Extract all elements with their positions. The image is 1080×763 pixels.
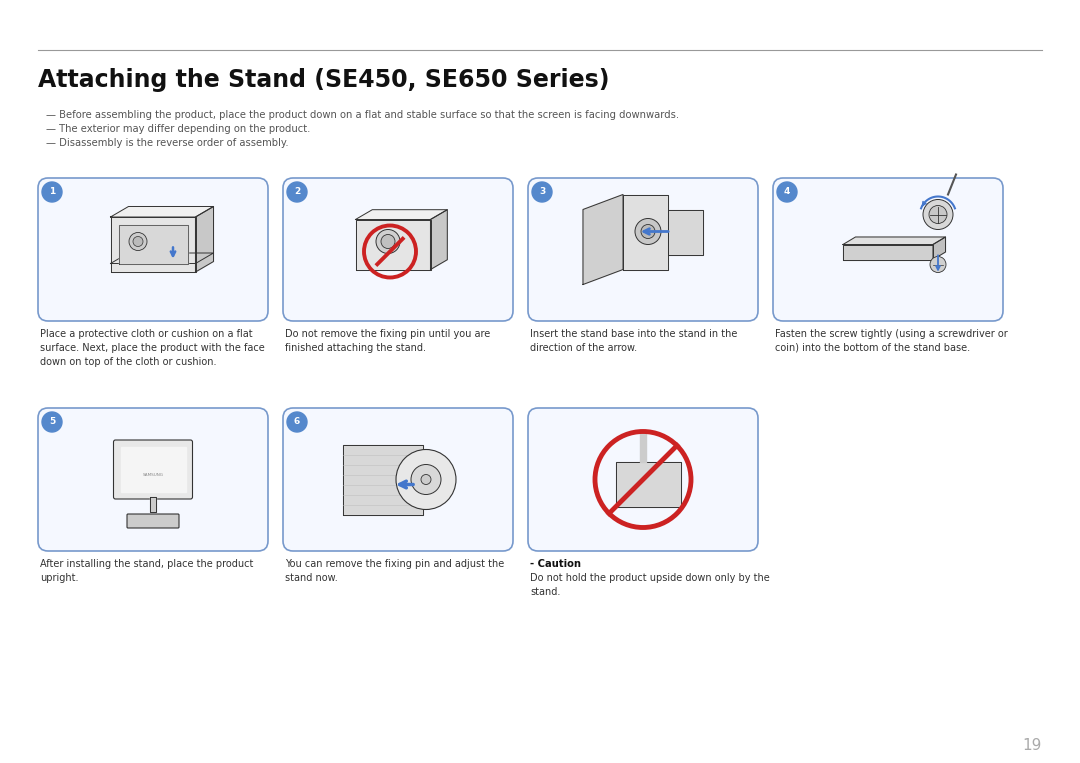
Polygon shape [119, 225, 188, 264]
Circle shape [287, 412, 307, 432]
Text: 5: 5 [49, 417, 55, 427]
Circle shape [411, 465, 441, 494]
Text: Attaching the Stand (SE450, SE650 Series): Attaching the Stand (SE450, SE650 Series… [38, 68, 609, 92]
Polygon shape [431, 210, 447, 269]
Circle shape [930, 256, 946, 272]
Text: After installing the stand, place the product
upright.: After installing the stand, place the pr… [40, 559, 254, 583]
Circle shape [642, 224, 654, 239]
FancyBboxPatch shape [528, 178, 758, 321]
Polygon shape [110, 217, 195, 272]
Circle shape [42, 182, 62, 202]
Polygon shape [843, 237, 945, 244]
Polygon shape [110, 253, 214, 263]
FancyBboxPatch shape [528, 408, 758, 551]
FancyBboxPatch shape [38, 178, 268, 321]
Circle shape [129, 233, 147, 250]
Polygon shape [933, 237, 945, 259]
Polygon shape [583, 195, 623, 285]
Polygon shape [121, 447, 186, 492]
Polygon shape [616, 462, 680, 507]
Polygon shape [150, 497, 156, 512]
Text: 3: 3 [539, 188, 545, 197]
Polygon shape [110, 207, 214, 217]
Text: - Caution: - Caution [530, 559, 581, 569]
Circle shape [421, 475, 431, 485]
FancyBboxPatch shape [283, 408, 513, 551]
Text: 1: 1 [49, 188, 55, 197]
Polygon shape [623, 195, 669, 269]
Circle shape [929, 205, 947, 224]
Text: Fasten the screw tightly (using a screwdriver or
coin) into the bottom of the st: Fasten the screw tightly (using a screwd… [775, 329, 1008, 353]
Text: Insert the stand base into the stand in the
direction of the arrow.: Insert the stand base into the stand in … [530, 329, 738, 353]
Circle shape [777, 182, 797, 202]
Text: — Before assembling the product, place the product down on a flat and stable sur: — Before assembling the product, place t… [46, 110, 679, 120]
Polygon shape [843, 244, 933, 259]
Polygon shape [355, 210, 447, 220]
Circle shape [532, 182, 552, 202]
FancyBboxPatch shape [113, 440, 192, 499]
Polygon shape [343, 445, 423, 514]
Text: 6: 6 [294, 417, 300, 427]
Circle shape [42, 412, 62, 432]
Circle shape [381, 234, 395, 249]
Text: SAMSUNG: SAMSUNG [143, 472, 163, 477]
Text: 19: 19 [1023, 738, 1042, 753]
Polygon shape [669, 210, 703, 255]
Circle shape [287, 182, 307, 202]
Text: — Disassembly is the reverse order of assembly.: — Disassembly is the reverse order of as… [46, 138, 288, 148]
Text: — The exterior may differ depending on the product.: — The exterior may differ depending on t… [46, 124, 310, 134]
FancyBboxPatch shape [38, 408, 268, 551]
Text: 2: 2 [294, 188, 300, 197]
Polygon shape [640, 432, 646, 462]
Text: Do not hold the product upside down only by the
stand.: Do not hold the product upside down only… [530, 573, 770, 597]
Circle shape [376, 230, 400, 253]
Polygon shape [355, 220, 431, 269]
FancyBboxPatch shape [127, 514, 179, 528]
FancyBboxPatch shape [283, 178, 513, 321]
Circle shape [396, 449, 456, 510]
Text: 4: 4 [784, 188, 791, 197]
Circle shape [133, 237, 143, 246]
FancyBboxPatch shape [773, 178, 1003, 321]
Circle shape [923, 199, 953, 230]
Text: Do not remove the fixing pin until you are
finished attaching the stand.: Do not remove the fixing pin until you a… [285, 329, 490, 353]
Text: Place a protective cloth or cushion on a flat
surface. Next, place the product w: Place a protective cloth or cushion on a… [40, 329, 265, 367]
Text: You can remove the fixing pin and adjust the
stand now.: You can remove the fixing pin and adjust… [285, 559, 504, 583]
Circle shape [635, 218, 661, 244]
Polygon shape [195, 207, 214, 272]
